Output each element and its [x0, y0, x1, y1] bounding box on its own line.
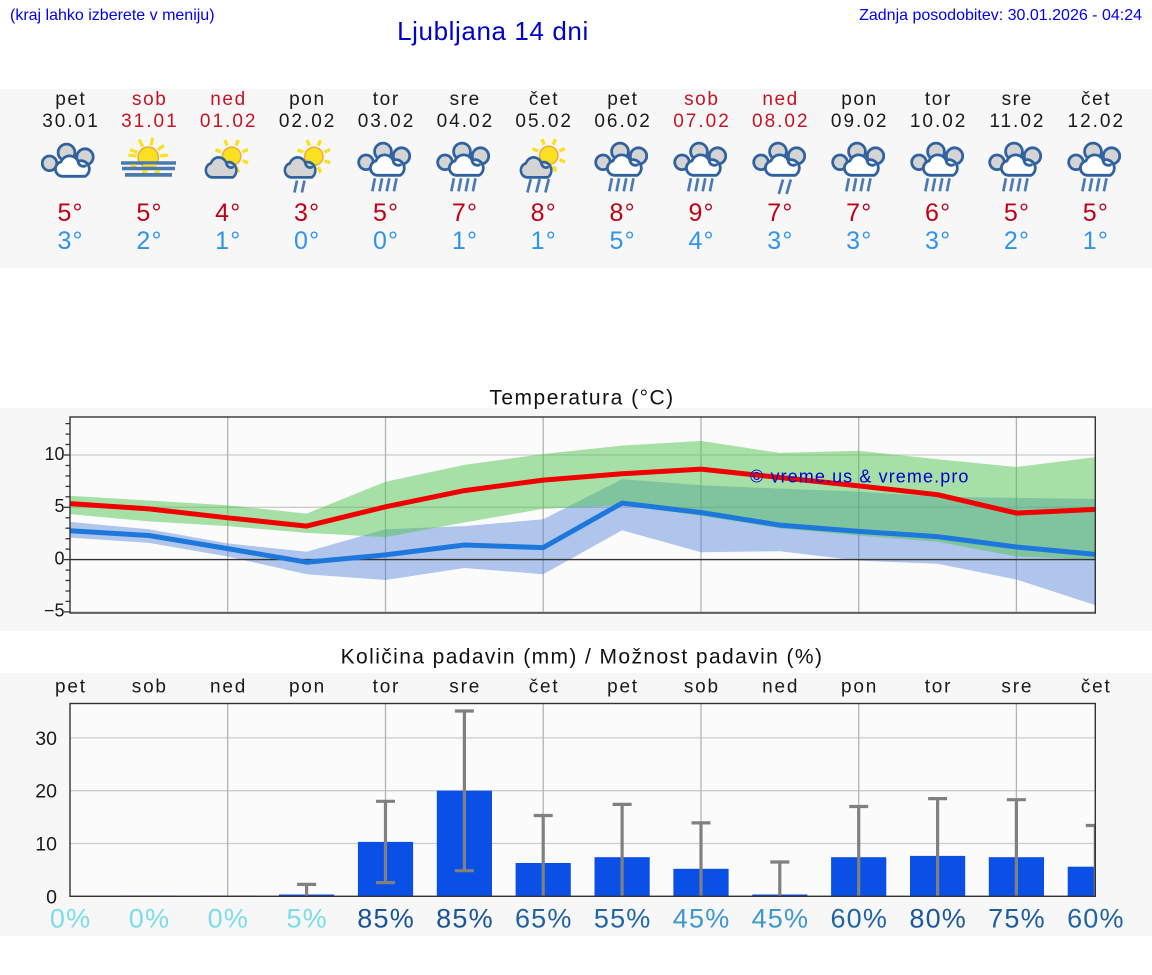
svg-text:85%: 85% — [436, 904, 494, 934]
svg-text:45%: 45% — [752, 904, 810, 934]
svg-text:0: 0 — [46, 886, 57, 908]
svg-text:Temperatura (°C): Temperatura (°C) — [489, 387, 674, 410]
svg-text:−5: −5 — [44, 601, 65, 621]
svg-text:sre: sre — [449, 677, 481, 698]
svg-text:20: 20 — [35, 781, 57, 803]
svg-text:85%: 85% — [357, 904, 415, 934]
svg-text:80%: 80% — [909, 904, 967, 934]
svg-text:pon: pon — [841, 677, 878, 698]
svg-text:čet: čet — [1081, 677, 1112, 698]
svg-text:45%: 45% — [673, 904, 731, 934]
svg-text:tor: tor — [925, 677, 953, 698]
svg-text:čet: čet — [529, 677, 560, 698]
svg-text:0: 0 — [54, 548, 64, 568]
svg-text:Količina padavin (mm) / Možnos: Količina padavin (mm) / Možnost padavin … — [341, 646, 824, 669]
svg-text:sob: sob — [132, 677, 168, 698]
svg-text:ned: ned — [762, 677, 799, 698]
svg-text:30: 30 — [35, 728, 57, 750]
svg-text:10: 10 — [44, 444, 64, 464]
svg-text:© vreme.us & vreme.pro: © vreme.us & vreme.pro — [750, 467, 970, 487]
svg-text:60%: 60% — [830, 904, 888, 934]
svg-text:pet: pet — [55, 677, 87, 698]
svg-text:10: 10 — [35, 834, 57, 856]
svg-text:0%: 0% — [129, 904, 170, 934]
svg-text:pet: pet — [607, 677, 639, 698]
svg-text:75%: 75% — [988, 904, 1046, 934]
svg-text:pon: pon — [289, 677, 326, 698]
svg-text:5%: 5% — [286, 904, 327, 934]
svg-text:sob: sob — [684, 677, 720, 698]
svg-text:55%: 55% — [594, 904, 652, 934]
svg-text:0%: 0% — [208, 904, 249, 934]
svg-text:60%: 60% — [1067, 904, 1125, 934]
svg-text:ned: ned — [210, 677, 247, 698]
svg-text:65%: 65% — [515, 904, 573, 934]
svg-text:sre: sre — [1001, 677, 1033, 698]
svg-text:5: 5 — [54, 496, 64, 516]
svg-text:0%: 0% — [50, 904, 91, 934]
svg-text:tor: tor — [373, 677, 401, 698]
